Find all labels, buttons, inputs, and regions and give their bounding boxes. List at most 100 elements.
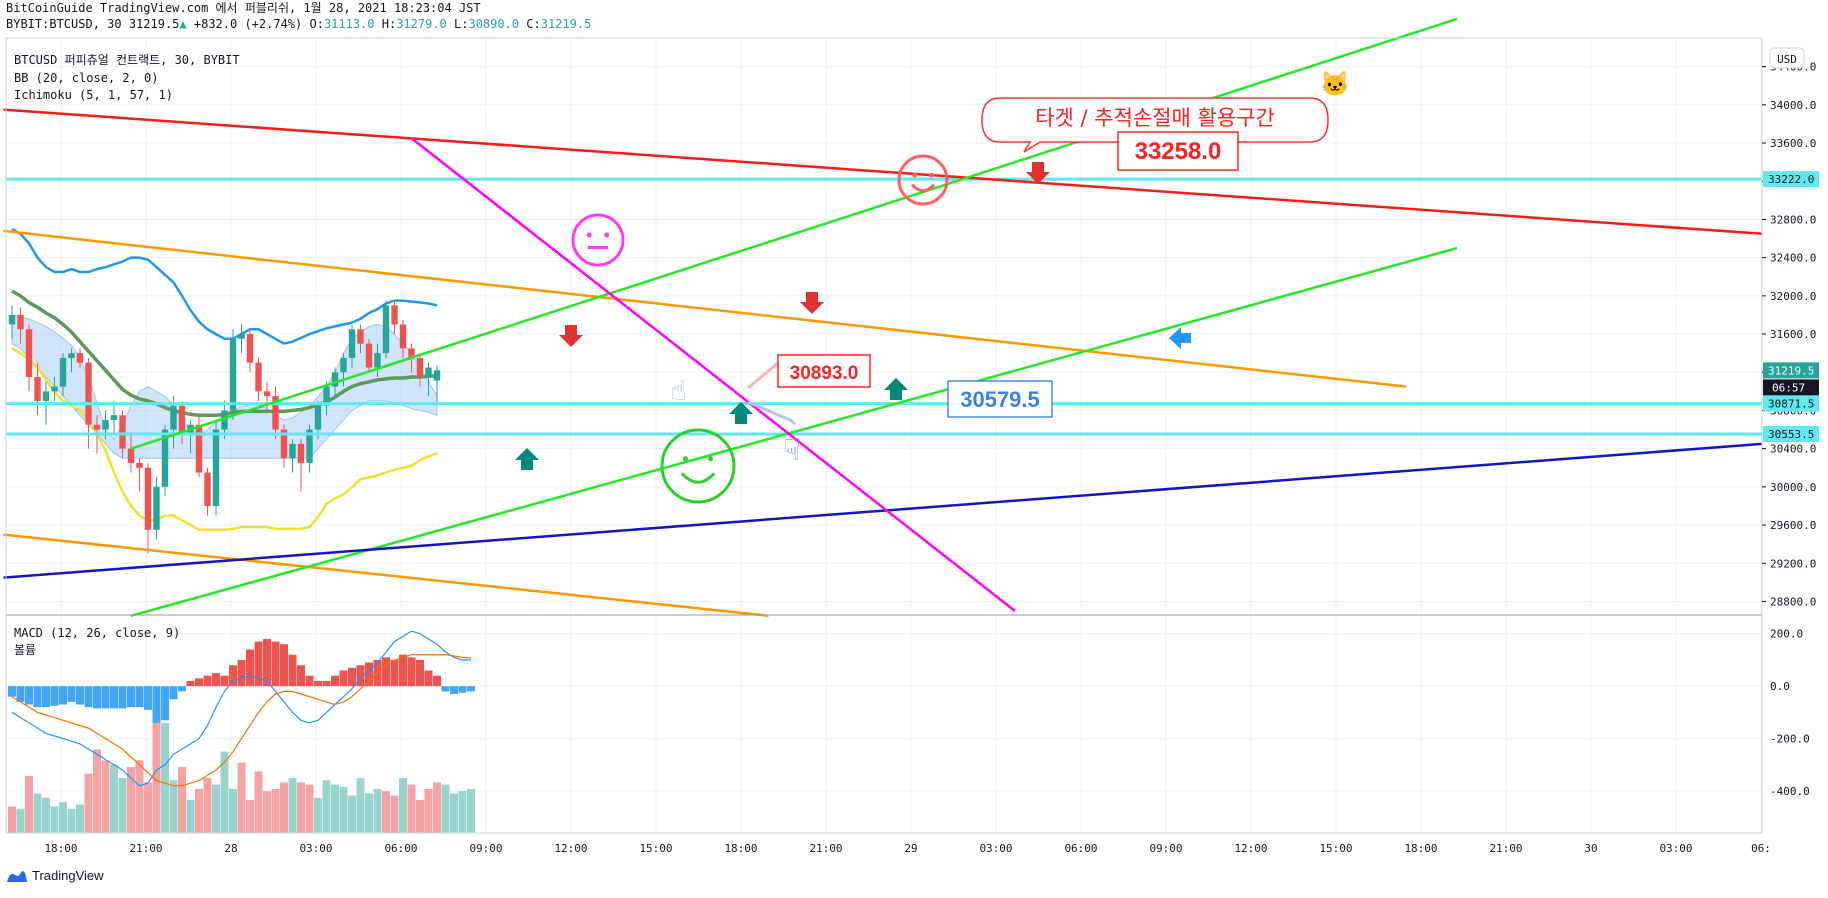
candle-body (93, 424, 101, 430)
volume-bar (416, 800, 424, 833)
time-tick-label: 28 (224, 842, 237, 855)
price-tag (1763, 425, 1819, 442)
macd-histogram-bar (203, 675, 212, 687)
macd-histogram-bar (178, 686, 186, 692)
volume-bar (280, 782, 288, 833)
macd-histogram-bar (314, 680, 322, 687)
cat-face-icon: 🐱 (1320, 70, 1350, 98)
bb-legend: BB (20, close, 2, 0) (14, 71, 159, 85)
price-tick-label: 28800.0 (1770, 595, 1816, 608)
last-price: 31219.5 (128, 17, 180, 31)
macd-histogram-bar (305, 675, 314, 687)
time-tick-label: 03:00 (1659, 842, 1692, 855)
price-tag (1763, 171, 1819, 188)
volume-bar (331, 784, 339, 833)
volume-bar (246, 800, 254, 833)
price-change: +832.0 (+2.74%) (193, 17, 303, 31)
trendline-red (3, 108, 1763, 236)
target-box[interactable] (1117, 131, 1239, 171)
volume-bar (101, 760, 110, 833)
candle-body (391, 305, 398, 325)
macd-histogram-bar (288, 654, 297, 687)
symbol-label: BYBIT:BTCUSD, 30 (6, 17, 122, 31)
drawings[interactable]: ☟ ☝ 🐱 (515, 70, 1350, 504)
trendlines[interactable] (3, 17, 1763, 618)
candle-body (374, 353, 381, 368)
volume-bar (161, 723, 169, 833)
volume-bar (365, 793, 373, 833)
main-legend: BTCUSD 퍼피츄얼 컨트랙트, 30, BYBIT (14, 53, 240, 67)
macd-histogram-bar (135, 686, 144, 708)
macd-histogram-bar (33, 686, 42, 708)
candle-body (365, 343, 373, 368)
chart-canvas[interactable]: 28800.029200.029600.030000.030400.030800… (0, 0, 1828, 868)
candle-body (238, 334, 245, 339)
macd-histogram-bar (110, 686, 118, 709)
volume-bar (178, 767, 186, 833)
candle-body (229, 338, 237, 411)
macd-histogram-bar (467, 686, 475, 692)
callout-bubble[interactable] (981, 97, 1329, 153)
volume-bar (305, 784, 314, 833)
macd-histogram-bar (169, 686, 178, 700)
volume-bar (212, 784, 220, 833)
time-tick-label: 03:00 (299, 842, 332, 855)
time-tick-label: 06: (1751, 842, 1771, 855)
neutral-face-icon (571, 213, 625, 267)
high-value: 31279.0 (396, 17, 447, 31)
ichimoku-legend: Ichimoku (5, 1, 57, 1) (14, 88, 173, 102)
macd-histogram-bar (433, 675, 441, 687)
candle-body (102, 420, 109, 430)
up-arrow-icon (729, 402, 753, 424)
volume-bar (110, 764, 118, 833)
price-tag-label: 30553.5 (1768, 428, 1814, 441)
up-triangle-icon: ▲ (179, 17, 187, 31)
level-red-box[interactable] (777, 354, 871, 388)
smile-face-icon (660, 428, 736, 504)
volume-bar (382, 791, 390, 833)
close-value: 31219.5 (540, 17, 592, 31)
down-arrow-icon (559, 325, 583, 347)
price-tag (1763, 395, 1819, 412)
candle-body (68, 353, 75, 358)
macd-histogram-bar (59, 686, 67, 705)
candle-body (357, 329, 364, 344)
time-tick-label: 18:00 (724, 842, 757, 855)
volume-bar (93, 749, 101, 833)
macd-histogram-bar (254, 641, 263, 687)
candle-body (136, 462, 143, 468)
currency-button[interactable] (1769, 47, 1805, 69)
volume-bar (118, 778, 127, 833)
ohlc-line: BYBIT:BTCUSD, 30 31219.5▲ +832.0 (+2.74%… (6, 17, 592, 31)
price-tag-label: 31219.5 (1768, 364, 1814, 377)
volume-bar (195, 789, 203, 833)
volume-bar (373, 789, 382, 833)
candle-body (408, 348, 415, 358)
publish-line: BitCoinGuide TradingView.com 에서 퍼블리쉬, 1월… (6, 1, 481, 15)
macd-histogram-bar (220, 675, 229, 687)
candle-body (204, 472, 211, 506)
pointing-hand-icon: ☟ (783, 433, 801, 468)
callout-text: 타겟 / 추적손절매 활용구간 (1035, 106, 1275, 130)
macd-line (11, 630, 471, 787)
macd-histogram-bar (365, 662, 373, 687)
candle-body (280, 429, 288, 459)
candle-body (42, 391, 50, 401)
level-blue-box[interactable] (947, 380, 1053, 418)
smile-mouth-icon (680, 472, 716, 484)
volume-bar (399, 778, 407, 833)
time-tick-label: 21:00 (1489, 842, 1522, 855)
macd-histogram-bar (50, 686, 59, 706)
candle-body (144, 467, 152, 530)
volume-bar (433, 782, 441, 833)
time-tick-label: 09:00 (469, 842, 502, 855)
candle-body (119, 415, 126, 449)
volume-bar (356, 778, 365, 833)
candle-body (340, 357, 347, 373)
down-arrow-icon (1026, 162, 1050, 184)
volume-bar (67, 808, 76, 833)
candle-body (212, 429, 220, 506)
macd-histogram-bar (450, 686, 458, 695)
volume-bar (339, 786, 348, 833)
ichimoku-cloud (11, 314, 438, 459)
